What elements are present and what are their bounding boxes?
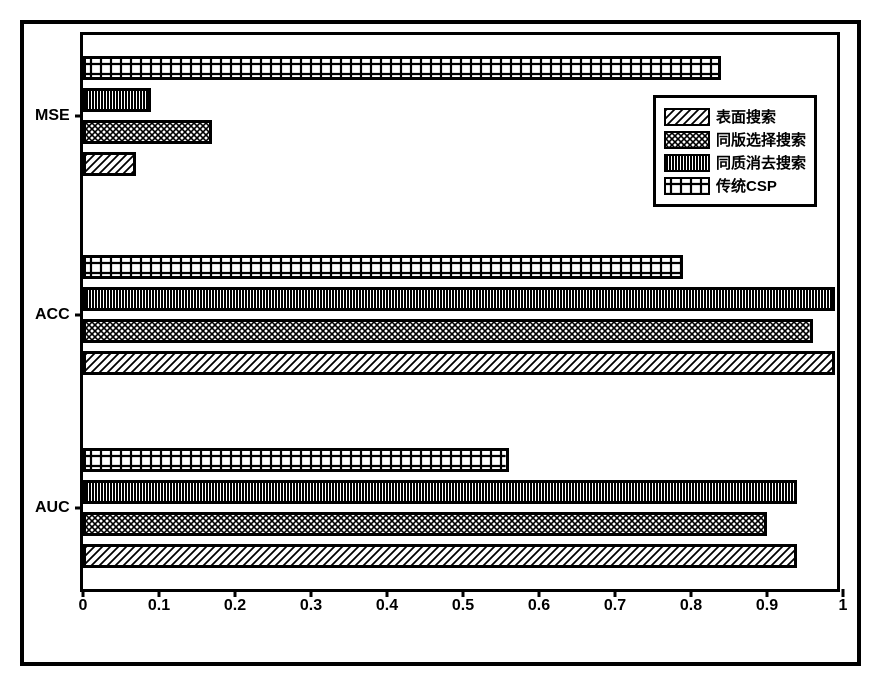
x-axis: 00.10.20.30.40.50.60.70.80.91: [83, 589, 837, 619]
x-tick-label: 0.1: [148, 597, 170, 615]
bar: [83, 448, 509, 472]
legend-label: 表面搜索: [716, 106, 776, 127]
bar: [83, 480, 797, 504]
x-tick: [462, 589, 465, 597]
x-tick: [386, 589, 389, 597]
x-tick-label: 0.5: [452, 597, 474, 615]
bar-row: [83, 448, 843, 472]
bar-row: [83, 56, 843, 80]
bar: [83, 56, 721, 80]
legend-row: 表面搜索: [664, 106, 806, 127]
y-axis-label: AUC: [35, 499, 70, 517]
x-tick: [842, 589, 845, 597]
bar: [83, 88, 151, 112]
bar-row: [83, 319, 843, 343]
legend-swatch: [664, 177, 710, 195]
legend-label: 同质消去搜索: [716, 152, 806, 173]
y-axis-label: ACC: [35, 306, 70, 324]
bar: [83, 544, 797, 568]
legend-label: 同版选择搜索: [716, 129, 806, 150]
x-tick: [82, 589, 85, 597]
bar: [83, 152, 136, 176]
legend-label: 传统CSP: [716, 175, 777, 196]
bar: [83, 351, 835, 375]
bar-row: [83, 480, 843, 504]
x-tick: [538, 589, 541, 597]
legend-row: 传统CSP: [664, 175, 806, 196]
bar: [83, 120, 212, 144]
legend-swatch: [664, 131, 710, 149]
bar-row: [83, 287, 843, 311]
x-tick-label: 0.4: [376, 597, 398, 615]
x-tick: [614, 589, 617, 597]
bar-row: [83, 351, 843, 375]
x-tick-label: 0.2: [224, 597, 246, 615]
x-tick-label: 0: [79, 597, 88, 615]
bar: [83, 287, 835, 311]
x-tick-label: 0.9: [756, 597, 778, 615]
y-tick: [75, 115, 83, 118]
x-tick: [234, 589, 237, 597]
y-tick: [75, 507, 83, 510]
x-tick: [766, 589, 769, 597]
y-tick: [75, 314, 83, 317]
x-tick-label: 0.7: [604, 597, 626, 615]
x-tick: [158, 589, 161, 597]
chart-container: 表面搜索同版选择搜索同质消去搜索传统CSP MSE ACC AUC 0 0.1 0.2 0.…: [20, 20, 861, 666]
x-tick-label: 1: [839, 597, 848, 615]
legend: 表面搜索同版选择搜索同质消去搜索传统CSP: [653, 95, 817, 207]
x-tick: [310, 589, 313, 597]
legend-row: 同质消去搜索: [664, 152, 806, 173]
bar: [83, 255, 683, 279]
legend-row: 同版选择搜索: [664, 129, 806, 150]
x-tick-label: 0.6: [528, 597, 550, 615]
bar-row: [83, 512, 843, 536]
x-tick: [690, 589, 693, 597]
y-axis-label: MSE: [35, 107, 70, 125]
bar: [83, 319, 813, 343]
bar: [83, 512, 767, 536]
plot-area: 表面搜索同版选择搜索同质消去搜索传统CSP MSEACCAUC00.10.20.…: [80, 32, 840, 592]
bar-row: [83, 544, 843, 568]
legend-swatch: [664, 108, 710, 126]
x-tick-label: 0.3: [300, 597, 322, 615]
x-tick-label: 0.8: [680, 597, 702, 615]
legend-swatch: [664, 154, 710, 172]
bar-row: [83, 255, 843, 279]
